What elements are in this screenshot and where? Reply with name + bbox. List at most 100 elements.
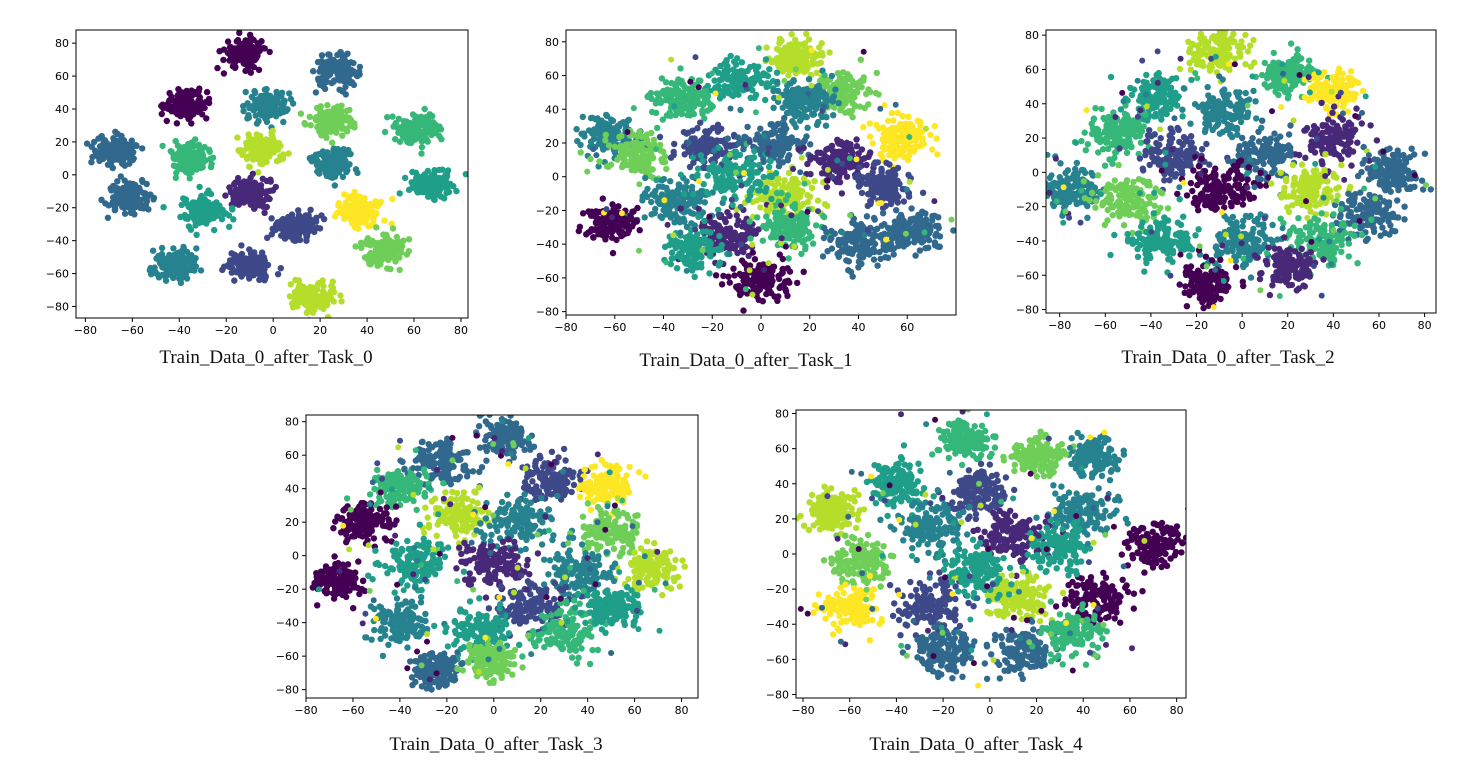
scatter-svg: −80 −60 −40 −20 0 20 40 60 80−80−60−40−200204060…	[46, 29, 469, 337]
scatter-point	[196, 183, 203, 191]
scatter-point	[701, 199, 708, 206]
cluster-2	[644, 65, 716, 132]
scatter-point	[880, 136, 887, 143]
scatter-point	[183, 213, 191, 221]
scatter-point	[778, 51, 786, 59]
scatter-point	[249, 136, 256, 143]
cluster-17	[146, 243, 205, 287]
scatter-point	[726, 212, 733, 220]
scatter-point	[737, 106, 744, 114]
scatter-point	[396, 138, 404, 145]
scatter-point	[324, 111, 331, 118]
scatter-point	[220, 70, 228, 77]
cluster-12	[222, 170, 279, 216]
scatter-point	[259, 175, 266, 182]
scatter-point	[846, 75, 853, 82]
scatter-point	[340, 55, 347, 62]
scatter-point	[134, 200, 141, 207]
scatter-point	[691, 199, 698, 206]
scatter-point	[696, 195, 703, 202]
scatter-point	[158, 110, 165, 118]
scatter-point	[648, 155, 656, 162]
scatter-point	[323, 134, 330, 141]
scatter-point	[631, 163, 639, 170]
scatter-point	[667, 178, 674, 185]
scatter-point	[244, 182, 252, 190]
scatter-point	[286, 90, 293, 97]
scatter-point	[159, 142, 166, 150]
scatter-point	[170, 97, 178, 105]
scatter-point	[247, 34, 255, 42]
scatter-point	[804, 191, 811, 199]
scatter-point	[612, 149, 619, 157]
scatter-point	[266, 48, 273, 56]
scatter-point	[246, 246, 253, 253]
scatter-point	[197, 267, 205, 274]
scatter-point	[685, 208, 693, 215]
scatter-point	[317, 103, 324, 110]
scatter-point	[244, 58, 252, 65]
scatter-point	[339, 173, 347, 181]
scatter-point	[132, 194, 140, 202]
scatter-point	[729, 142, 737, 149]
scatter-point	[441, 195, 448, 202]
scatter-point	[849, 89, 857, 96]
scatter-point	[255, 257, 262, 264]
scatter-point	[751, 78, 758, 85]
scatter-point	[651, 190, 658, 197]
scatter-point	[725, 83, 732, 91]
scatter-point	[423, 127, 430, 134]
scatter-point	[384, 246, 392, 254]
scatter-point	[301, 119, 308, 127]
scatter-point	[787, 41, 795, 48]
scatter-point	[669, 97, 676, 104]
scatter-point	[884, 192, 891, 199]
scatter-point	[251, 204, 258, 211]
scatter-point	[264, 108, 272, 115]
scatter-point	[439, 166, 446, 173]
scatter-point	[124, 190, 132, 197]
scatter-point	[835, 174, 843, 181]
scatter-point	[186, 104, 193, 111]
scatter-point	[207, 155, 214, 163]
scatter-point	[389, 195, 396, 203]
scatter-point	[823, 146, 830, 153]
scatter-point	[309, 309, 316, 316]
scatter-point	[236, 179, 243, 187]
scatter-point	[716, 95, 724, 102]
scatter-point	[109, 164, 117, 172]
scatter-point	[401, 174, 409, 182]
scatter-point	[795, 146, 802, 153]
scatter-point	[601, 144, 608, 151]
scatter-point	[700, 164, 707, 171]
scatter-point	[697, 119, 704, 126]
scatter-point	[333, 129, 340, 136]
y-tick-label: −80	[46, 300, 69, 313]
scatter-point	[233, 38, 240, 45]
scatter-point	[660, 148, 667, 155]
scatter-point	[435, 186, 442, 193]
scatter-point	[207, 190, 215, 198]
scatter-point	[197, 146, 205, 154]
scatter-point	[675, 181, 683, 188]
scatter-point	[229, 205, 236, 212]
scatter-point	[263, 101, 270, 108]
scatter-point	[720, 87, 727, 94]
scatter-point	[347, 150, 354, 158]
scatter-point	[345, 67, 352, 74]
scatter-point	[130, 155, 137, 162]
scatter-point	[388, 220, 395, 227]
scatter-point	[338, 298, 345, 305]
y-tick-label: −20	[46, 202, 69, 215]
scatter-point	[260, 45, 267, 52]
scatter-point	[318, 58, 325, 65]
scatter-point	[766, 66, 773, 73]
scatter-point	[247, 271, 254, 279]
scatter-point	[830, 112, 837, 119]
scatter-point	[344, 167, 351, 174]
scatter-point	[172, 174, 179, 182]
scatter-point	[393, 247, 400, 255]
scatter-point	[898, 129, 906, 136]
scatter-point	[218, 208, 226, 215]
scatter-point	[739, 232, 746, 239]
